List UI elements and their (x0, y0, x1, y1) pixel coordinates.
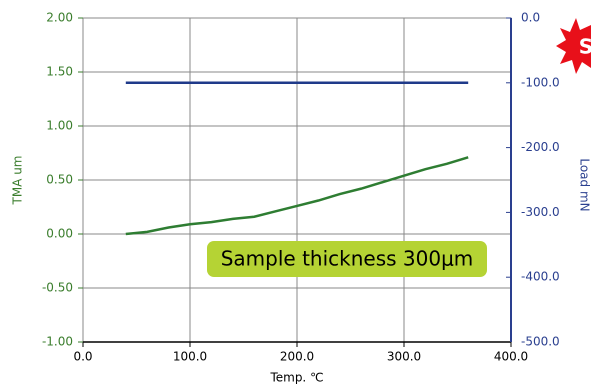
x-tick-label: 100.0 (173, 350, 207, 364)
y-axis-label: TMA um (11, 155, 25, 205)
y-tick-label: 1.00 (46, 119, 73, 133)
x-tick-label: 200.0 (280, 350, 314, 364)
y2-tick-label: 0.0 (521, 11, 540, 25)
annotation-box (207, 241, 487, 277)
x-tick-label: 300.0 (387, 350, 421, 364)
badge-burst (556, 18, 591, 74)
y2-tick-label: -400.0 (521, 270, 560, 284)
badge-text: S (579, 35, 591, 59)
y2-tick-label: -500.0 (521, 335, 560, 349)
annotation: Sample thickness 300μm (221, 247, 474, 271)
y-tick-label: -0.50 (42, 281, 73, 295)
x-tick-label: 0.0 (73, 350, 92, 364)
y-tick-label: 0.00 (46, 227, 73, 241)
x-axis-label: Temp. ℃ (269, 371, 323, 385)
y-tick-label: -1.00 (42, 335, 73, 349)
y2-tick-label: -200.0 (521, 140, 560, 154)
y-tick-label: 1.50 (46, 65, 73, 79)
y2-tick-label: -300.0 (521, 205, 560, 219)
y2-axis-label: Load mN (578, 158, 591, 211)
y2-tick-label: -100.0 (521, 75, 560, 89)
y-tick-label: 2.00 (46, 11, 73, 25)
y-tick-label: 0.50 (46, 173, 73, 187)
x-tick-label: 400.0 (494, 350, 528, 364)
data-line (125, 156, 469, 236)
